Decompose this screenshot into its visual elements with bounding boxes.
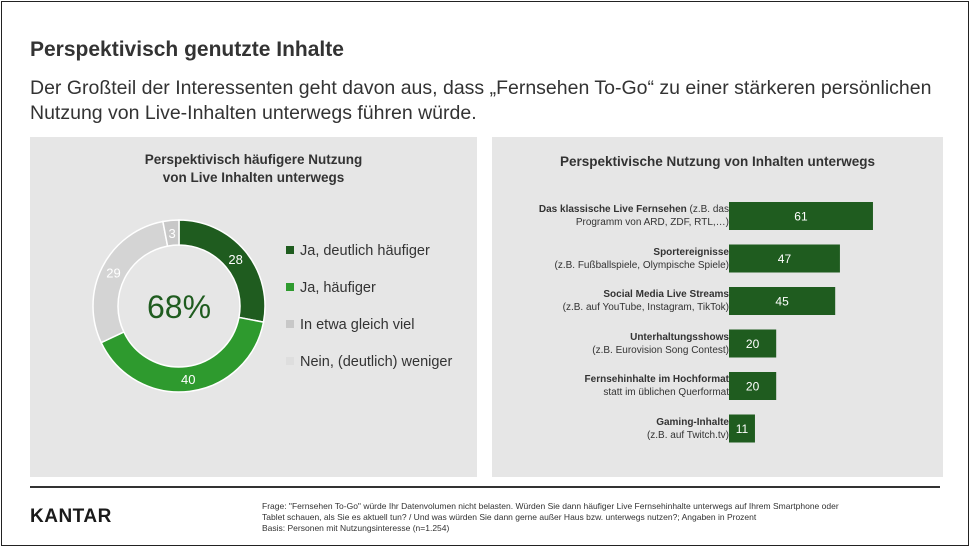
bar <box>729 372 777 400</box>
bar-category-label: Sportereignisse (z.B. Fußballspiele, Olym… <box>554 246 729 271</box>
bar-panel: Perspektivische Nutzung von Inhalten unt… <box>492 137 943 477</box>
footnote-line2: Tablet schauen, als Sie es aktuell tun? … <box>262 512 757 522</box>
bar <box>729 244 840 273</box>
legend-swatch <box>286 320 294 329</box>
legend-label: In etwa gleich viel <box>300 317 415 333</box>
bar <box>729 414 755 443</box>
footnote: Frage: "Fernsehen To-Go" würde Ihr Daten… <box>262 501 852 534</box>
bar-category-label: Social Media Live Streams (z.B. auf YouTu… <box>562 289 729 313</box>
legend-item: Ja, häufiger <box>286 280 376 296</box>
bar-category-label: Unterhaltungsshows (z.B. Eurovision Song … <box>592 331 729 356</box>
bar-chart: 61 47 45 20 20 11 <box>729 202 873 443</box>
legend-swatch <box>286 246 294 255</box>
bar-value-label: 20 <box>746 380 760 394</box>
donut-center-value: 68% <box>147 289 211 325</box>
bar-value-label: 45 <box>775 295 789 309</box>
page-title: Perspektivisch genutzte Inhalte <box>30 38 344 61</box>
bar-category-label: Fernsehinhalte im Hochformat statt im übl… <box>584 374 729 398</box>
legend-item: Ja, deutlich häufiger <box>286 243 430 259</box>
bar-category-label: Das klassische Live Fernsehen (z.B. das P… <box>538 204 729 228</box>
donut-slice-label: 40 <box>181 372 195 387</box>
donut-title-line1: Perspektivisch häufigere Nutzung <box>144 152 363 167</box>
bar-value-label: 61 <box>794 210 808 224</box>
footnote-line1: Frage: "Fernsehen To-Go" würde Ihr Daten… <box>262 501 839 511</box>
legend-item: Nein, (deutlich) weniger <box>286 354 452 370</box>
footer-divider <box>30 486 940 488</box>
bar-value-label: 11 <box>736 422 749 436</box>
footnote-line3: Basis: Personen mit Nutzungsinteresse (n… <box>262 523 450 533</box>
bar-chart-title: Perspektivische Nutzung von Inhalten unt… <box>559 154 876 169</box>
donut-chart: 28 40 29 3 68% <box>92 219 266 393</box>
bar <box>729 202 873 230</box>
bar <box>729 329 777 358</box>
bar-value-label: 47 <box>778 252 792 266</box>
legend-item: In etwa gleich viel <box>286 317 414 333</box>
kantar-logo: KANTAR <box>30 506 112 527</box>
donut-slice <box>162 219 180 247</box>
legend-label: Ja, häufiger <box>300 280 376 296</box>
donut-title-line2: von Live Inhalten unterwegs <box>162 170 345 185</box>
legend-swatch <box>286 357 294 366</box>
legend-label: Nein, (deutlich) weniger <box>300 354 453 370</box>
donut-title: Perspektivisch häufigere Nutzung von Liv… <box>30 151 477 187</box>
bar-category-label: Gaming-Inhalte (z.B. auf Twitch.tv) <box>646 416 729 441</box>
donut-slice-label: 28 <box>228 252 242 267</box>
legend-swatch <box>286 283 294 292</box>
page-subtitle: Der Großteil der Interessenten geht davo… <box>30 77 932 124</box>
donut-slice-label: 3 <box>168 226 175 241</box>
bar <box>729 287 836 315</box>
donut-panel: Perspektivisch häufigere Nutzung von Liv… <box>30 137 477 477</box>
donut-slice-label: 29 <box>106 266 120 281</box>
bar-value-label: 20 <box>746 337 760 351</box>
legend-label: Ja, deutlich häufiger <box>300 243 430 259</box>
